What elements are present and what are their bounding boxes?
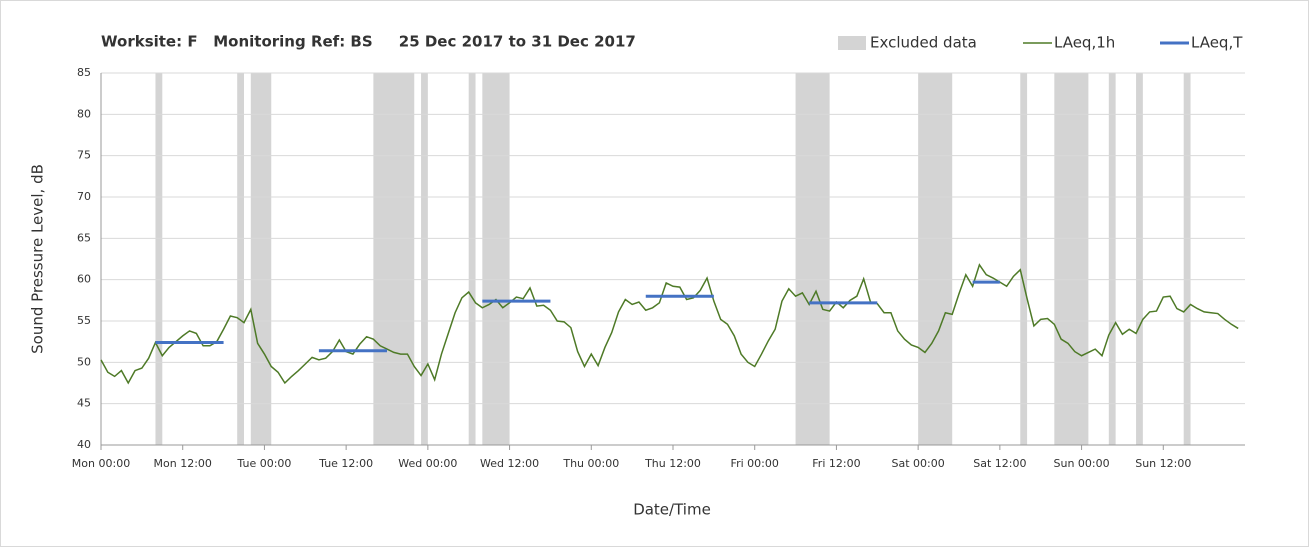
excluded-band [1054,73,1089,445]
x-tick-label: Wed 12:00 [480,457,539,470]
x-tick-label: Fri 12:00 [812,457,860,470]
y-tick-label: 55 [77,314,91,327]
x-axis-label: Date/Time [633,501,711,519]
y-tick-label: 50 [77,355,91,368]
excluded-band [795,73,830,445]
excluded-band [482,73,510,445]
x-tick-label: Mon 00:00 [72,457,130,470]
x-tick-label: Sun 00:00 [1054,457,1110,470]
legend-label: Excluded data [870,34,977,52]
y-tick-label: 40 [77,438,91,451]
chart-title: Worksite: F Monitoring Ref: BS 25 Dec 20… [101,33,636,51]
excluded-band [918,73,953,445]
y-axis-label: Sound Pressure Level, dB [29,164,47,354]
x-tick-label: Wed 00:00 [398,457,457,470]
y-tick-label: 75 [77,149,91,162]
x-tick-label: Tue 12:00 [318,457,373,470]
x-tick-label: Mon 12:00 [154,457,212,470]
x-tick-label: Sat 00:00 [892,457,945,470]
y-tick-label: 65 [77,231,91,244]
y-tick-label: 70 [77,190,91,203]
x-tick-label: Thu 00:00 [562,457,619,470]
x-tick-label: Sat 12:00 [973,457,1026,470]
excluded-band [1136,73,1143,445]
excluded-band [1108,73,1116,445]
excluded-band [1183,73,1191,445]
y-tick-label: 45 [77,397,91,410]
line-series [100,263,1239,385]
legend-label: LAeq,1h [1054,34,1115,52]
excluded-band [155,73,163,445]
x-tick-label: Sun 12:00 [1135,457,1191,470]
legend-swatch [838,36,866,50]
excluded-band [237,73,244,445]
excluded-band [250,73,272,445]
x-tick-label: Tue 00:00 [236,457,291,470]
excluded-band [1020,73,1028,445]
x-tick-label: Thu 12:00 [644,457,701,470]
excluded-band [421,73,428,445]
excluded-band [468,73,476,445]
excluded-band [373,73,415,445]
x-tick-label: Fri 00:00 [731,457,779,470]
y-tick-label: 60 [77,273,91,286]
y-tick-label: 85 [77,66,91,79]
legend-label: LAeq,T [1191,34,1243,52]
y-tick-label: 80 [77,107,91,120]
